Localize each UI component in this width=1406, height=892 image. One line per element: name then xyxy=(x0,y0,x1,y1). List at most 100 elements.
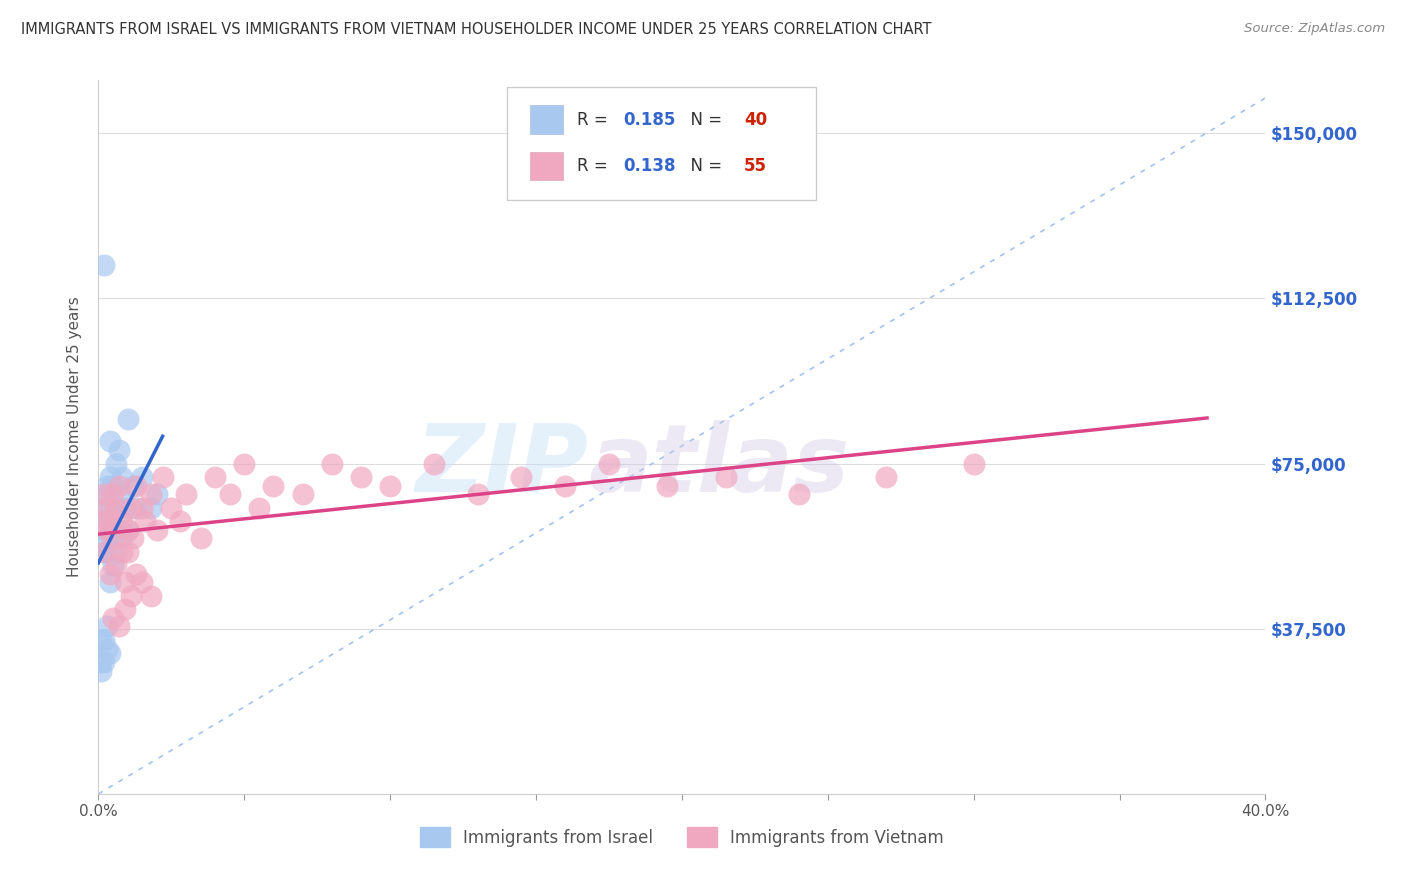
Point xyxy=(96,544,118,558)
Point xyxy=(111,514,134,528)
Text: R =: R = xyxy=(576,111,613,128)
Point xyxy=(104,500,127,515)
FancyBboxPatch shape xyxy=(508,87,815,200)
Point xyxy=(90,664,112,678)
Point xyxy=(104,544,127,558)
Point xyxy=(510,469,533,483)
Point xyxy=(104,500,127,515)
Point xyxy=(321,457,343,471)
Text: atlas: atlas xyxy=(589,419,849,512)
Point xyxy=(350,469,373,483)
Point xyxy=(120,589,142,603)
Point xyxy=(101,487,124,501)
Point xyxy=(125,478,148,492)
Point xyxy=(657,478,679,492)
Point xyxy=(114,575,136,590)
Text: ZIP: ZIP xyxy=(416,419,589,512)
Point xyxy=(962,457,984,471)
Point xyxy=(101,610,124,624)
Point xyxy=(380,478,402,492)
Point xyxy=(101,558,124,572)
Y-axis label: Householder Income Under 25 years: Householder Income Under 25 years xyxy=(67,297,83,577)
Point xyxy=(90,514,112,528)
Point xyxy=(96,532,118,546)
Point xyxy=(139,589,162,603)
Point xyxy=(554,478,576,492)
Point xyxy=(98,469,121,483)
Point xyxy=(93,487,115,501)
Legend: Immigrants from Israel, Immigrants from Vietnam: Immigrants from Israel, Immigrants from … xyxy=(413,821,950,854)
Point xyxy=(169,514,191,528)
Bar xyxy=(530,152,562,180)
Point xyxy=(160,500,183,515)
Point xyxy=(131,500,153,515)
Point xyxy=(98,434,121,449)
Point xyxy=(120,500,142,515)
Point xyxy=(98,514,121,528)
Text: N =: N = xyxy=(679,157,727,175)
Point xyxy=(174,487,197,501)
Point xyxy=(139,500,162,515)
Point xyxy=(247,500,270,515)
Point xyxy=(98,566,121,581)
Point xyxy=(117,523,139,537)
Point xyxy=(108,478,131,492)
Point xyxy=(104,558,127,572)
Point xyxy=(467,487,489,501)
Point xyxy=(111,469,134,483)
Point xyxy=(218,487,240,501)
Point xyxy=(117,544,139,558)
Point xyxy=(117,412,139,426)
Point xyxy=(104,457,127,471)
Point xyxy=(101,532,124,546)
Point xyxy=(152,469,174,483)
Point xyxy=(131,469,153,483)
Point xyxy=(93,544,115,558)
Point xyxy=(93,500,115,515)
Point xyxy=(125,566,148,581)
Text: IMMIGRANTS FROM ISRAEL VS IMMIGRANTS FROM VIETNAM HOUSEHOLDER INCOME UNDER 25 YE: IMMIGRANTS FROM ISRAEL VS IMMIGRANTS FRO… xyxy=(21,22,932,37)
Point xyxy=(122,478,145,492)
Point xyxy=(108,443,131,458)
Text: N =: N = xyxy=(679,111,727,128)
Text: 0.138: 0.138 xyxy=(624,157,676,175)
Point xyxy=(598,457,620,471)
Point xyxy=(93,632,115,647)
Point xyxy=(96,619,118,633)
Point xyxy=(134,514,156,528)
Point xyxy=(875,469,897,483)
Bar xyxy=(530,105,562,134)
Point xyxy=(96,487,118,501)
Point xyxy=(233,457,256,471)
Point xyxy=(714,469,737,483)
Text: Source: ZipAtlas.com: Source: ZipAtlas.com xyxy=(1244,22,1385,36)
Point xyxy=(93,544,115,558)
Point xyxy=(90,632,112,647)
Point xyxy=(96,641,118,656)
Point xyxy=(114,500,136,515)
Text: 40: 40 xyxy=(744,111,766,128)
Point xyxy=(96,523,118,537)
Point xyxy=(111,544,134,558)
Point xyxy=(93,655,115,669)
Point xyxy=(114,602,136,616)
Point xyxy=(262,478,284,492)
Point xyxy=(131,575,153,590)
Point xyxy=(423,457,446,471)
Point xyxy=(98,575,121,590)
Point xyxy=(108,523,131,537)
Point xyxy=(96,514,118,528)
Point xyxy=(122,532,145,546)
Point xyxy=(108,487,131,501)
Point xyxy=(146,523,169,537)
Point xyxy=(291,487,314,501)
Text: R =: R = xyxy=(576,157,613,175)
Point xyxy=(93,523,115,537)
Point xyxy=(146,487,169,501)
Point xyxy=(787,487,810,501)
Point xyxy=(101,523,124,537)
Point xyxy=(108,619,131,633)
Point xyxy=(98,500,121,515)
Point xyxy=(93,258,115,272)
Point xyxy=(96,500,118,515)
